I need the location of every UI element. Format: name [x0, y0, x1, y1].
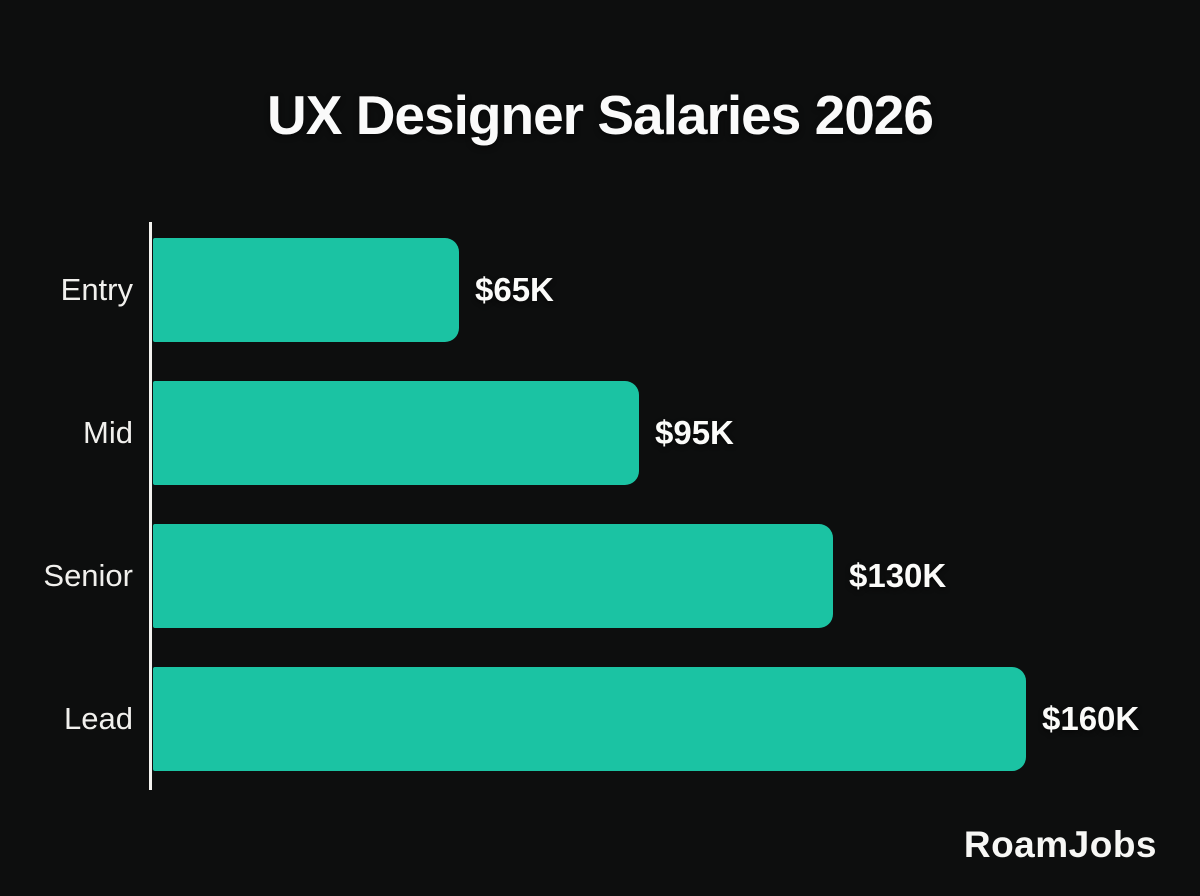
brand-logo-text: RoamJobs: [963, 824, 1157, 865]
bar-value-label: $95K: [655, 414, 734, 451]
bar: [153, 238, 459, 342]
category-label: Lead: [64, 701, 133, 736]
chart-title: UX Designer Salaries 2026: [267, 84, 934, 146]
bar-row: Lead $160K: [0, 667, 1200, 771]
bar-row: Entry $65K: [0, 238, 1200, 342]
bar: [153, 667, 1026, 771]
category-label: Senior: [43, 558, 133, 593]
bar-value-label: $160K: [1042, 700, 1140, 737]
bar: [153, 524, 833, 628]
bar-row: Mid $95K: [0, 381, 1200, 485]
bar-value-label: $65K: [475, 271, 554, 308]
y-axis-line: [149, 222, 152, 790]
bar-row: Senior $130K: [0, 524, 1200, 628]
category-label: Mid: [83, 415, 133, 450]
bar-value-label: $130K: [849, 557, 947, 594]
category-label: Entry: [60, 272, 133, 307]
bar: [153, 381, 639, 485]
plot-area: Entry $65K Mid $95K Senior $130K Lead $1…: [0, 222, 1200, 790]
